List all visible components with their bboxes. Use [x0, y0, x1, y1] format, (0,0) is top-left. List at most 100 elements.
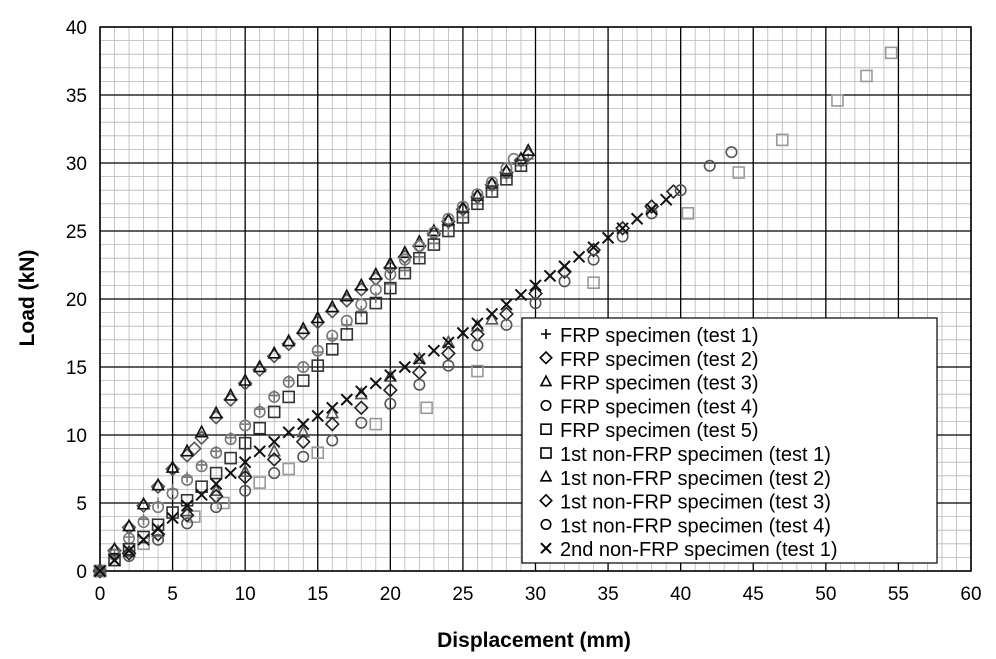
x-tick-label: 60: [960, 584, 981, 605]
data-point: [558, 275, 571, 288]
data-point: [223, 387, 238, 401]
data-point: [297, 361, 309, 373]
data-point: [384, 268, 397, 281]
data-point: [238, 463, 252, 477]
x-tick-label: 25: [452, 584, 473, 605]
legend-marker: [539, 493, 553, 508]
legend-label: 1st non-FRP specimen (test 2): [560, 468, 831, 490]
data-point: [239, 419, 252, 432]
data-point: [136, 498, 152, 514]
data-point: [674, 184, 687, 197]
legend-label: FRP specimen (test 2): [560, 349, 759, 371]
data-point: [369, 377, 383, 390]
data-point: [152, 533, 165, 546]
legend-marker: [541, 329, 551, 339]
data-point: [355, 416, 368, 429]
data-point: [645, 203, 658, 216]
data-point: [326, 434, 339, 447]
data-point: [267, 345, 282, 359]
legend-marker: [539, 350, 553, 365]
data-point: [427, 223, 441, 237]
data-point: [267, 405, 281, 419]
x-tick-label: 20: [380, 584, 401, 605]
data-point: [587, 276, 600, 289]
data-point: [266, 452, 282, 467]
data-point: [268, 390, 281, 403]
data-point: [165, 459, 180, 473]
data-point: [884, 46, 898, 60]
plot-area-frame: [99, 26, 972, 572]
data-points: [92, 46, 898, 579]
data-point: [456, 211, 470, 224]
data-point: [500, 298, 513, 311]
data-point: [209, 482, 223, 496]
data-point: [457, 211, 469, 223]
data-point: [239, 484, 252, 497]
data-point: [353, 400, 369, 416]
x-tick-label: 5: [167, 584, 178, 605]
data-point: [831, 94, 844, 107]
data-point: [296, 424, 311, 438]
data-point: [485, 311, 499, 325]
data-point: [93, 564, 107, 578]
y-tick-label: 5: [76, 494, 87, 515]
data-point: [180, 443, 194, 457]
data-point: [209, 405, 223, 419]
data-point: [732, 166, 746, 179]
y-tick-labels: 0 5 10 15 20 25 30 35 40: [66, 18, 87, 583]
data-point: [267, 435, 281, 449]
data-point: [558, 260, 571, 273]
legend-marker: [540, 399, 552, 411]
x-axis-title: Displacement (mm): [437, 629, 631, 652]
data-point: [572, 250, 586, 264]
data-point: [93, 564, 107, 578]
data-point: [195, 488, 208, 502]
data-point: [340, 328, 354, 341]
data-point: [238, 436, 252, 450]
data-point: [253, 405, 266, 418]
x-tick-label: 0: [95, 584, 106, 605]
y-tick-label: 15: [66, 358, 87, 379]
data-point: [179, 507, 195, 523]
data-point: [311, 409, 324, 423]
data-point: [297, 450, 310, 463]
data-point: [384, 368, 397, 382]
data-point: [282, 426, 295, 439]
x-tick-label: 10: [235, 584, 256, 605]
legend-marker: [539, 469, 553, 482]
data-point: [297, 417, 310, 431]
data-point: [151, 477, 165, 491]
x-tick-label: 15: [307, 584, 328, 605]
data-point: [587, 241, 600, 254]
legend-marker: [539, 374, 553, 387]
data-point: [238, 372, 252, 386]
data-point: [703, 159, 716, 172]
data-point: [224, 433, 237, 446]
legend-label: FRP specimen (test 4): [560, 396, 759, 418]
data-point: [326, 401, 339, 415]
data-point: [442, 212, 455, 225]
data-point: [500, 173, 513, 186]
data-point: [237, 469, 253, 485]
data-point: [485, 176, 498, 189]
x-tick-label: 40: [670, 584, 691, 605]
data-point: [412, 351, 427, 365]
data-point: [180, 499, 194, 512]
data-point: [471, 339, 484, 352]
data-point: [543, 269, 557, 283]
data-point: [456, 326, 470, 340]
data-point: [210, 446, 223, 459]
data-point: [267, 443, 282, 457]
data-point: [601, 231, 615, 245]
data-point: [224, 466, 237, 480]
data-point: [860, 69, 873, 83]
data-point: [122, 542, 136, 556]
data-point: [413, 239, 426, 252]
data-point: [121, 545, 137, 561]
data-point: [354, 277, 369, 291]
data-point: [325, 343, 339, 356]
data-point: [268, 467, 281, 480]
data-point: [469, 189, 485, 205]
data-point: [324, 416, 340, 432]
